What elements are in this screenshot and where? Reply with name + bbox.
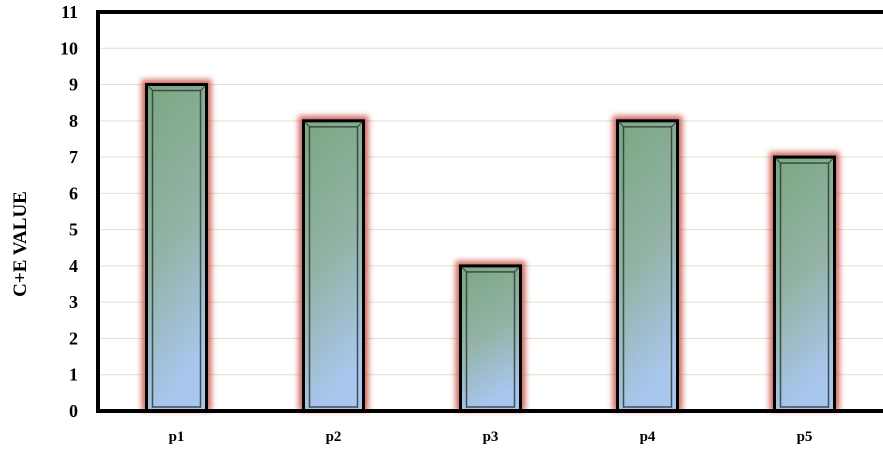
bars xyxy=(145,83,836,413)
y-tick-label: 1 xyxy=(69,365,78,385)
y-tick-label: 2 xyxy=(69,328,78,348)
y-axis-title: C+E VALUE xyxy=(10,191,31,297)
bar-bevel-corner xyxy=(828,158,833,164)
bar xyxy=(773,155,836,413)
bar xyxy=(145,83,208,413)
bar-bevel-corner xyxy=(200,86,205,91)
bar-bevel xyxy=(151,89,202,408)
bar-bevel-corner xyxy=(514,267,519,273)
y-tick-label: 0 xyxy=(69,401,78,421)
bar xyxy=(302,119,365,413)
bar-bevel xyxy=(465,271,516,408)
bar-bevel-corner xyxy=(671,122,676,128)
bar-bevel xyxy=(779,162,830,408)
x-tick-label: p5 xyxy=(797,429,813,445)
y-tick-label: 9 xyxy=(69,75,78,95)
x-tick-label: p3 xyxy=(483,429,499,445)
x-tick-label: p1 xyxy=(169,429,185,445)
bar xyxy=(616,119,679,413)
bar-bevel-corner xyxy=(148,86,153,91)
y-tick-label: 7 xyxy=(69,147,78,167)
x-tick-label: p2 xyxy=(326,429,342,445)
y-tick-label: 6 xyxy=(69,183,78,203)
y-tick-label: 5 xyxy=(69,220,78,240)
axes xyxy=(96,10,883,413)
y-tick-label: 11 xyxy=(61,2,78,22)
y-tick-label: 4 xyxy=(69,256,78,276)
y-tick-labels: 0 1 2 3 4 5 6 7 8 9 10 11 xyxy=(60,2,78,421)
bar-bevel-corner xyxy=(619,122,624,128)
y-tick-label: 3 xyxy=(69,292,78,312)
bar-bevel xyxy=(622,126,673,408)
bar-bevel-corner xyxy=(462,267,467,273)
bar-bevel xyxy=(308,126,359,408)
y-tick-label: 10 xyxy=(60,38,78,58)
bar xyxy=(459,264,522,413)
x-tick-labels: p1 p2 p3 p4 p5 xyxy=(169,429,813,445)
y-tick-label: 8 xyxy=(69,111,78,131)
bar-bevel-corner xyxy=(357,122,362,128)
x-tick-label: p4 xyxy=(640,429,656,445)
bar-bevel-corner xyxy=(305,122,310,128)
bar-bevel-corner xyxy=(776,158,781,164)
